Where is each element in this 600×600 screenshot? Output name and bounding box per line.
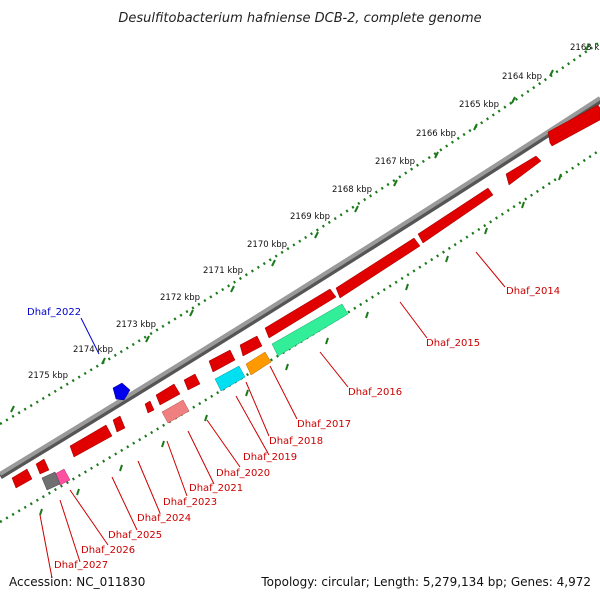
scale-label: 2174 kbp (73, 345, 113, 355)
gene-Dhaf_2021[interactable] (155, 383, 181, 406)
gene-Dhaf_2026[interactable] (41, 471, 61, 491)
gene-Dhaf_2023-pink[interactable] (161, 399, 190, 424)
gene-label[interactable]: Dhaf_2023 (163, 497, 217, 508)
gene-label[interactable]: Dhaf_2020 (216, 468, 270, 479)
gene-Dhaf_2015[interactable] (417, 187, 494, 244)
gene-Dhaf_2027[interactable] (11, 468, 33, 489)
gene-label[interactable]: Dhaf_2014 (506, 286, 560, 297)
gene-Dhaf_2020[interactable] (183, 373, 201, 391)
gene-Dhaf_2014[interactable] (505, 155, 542, 186)
scale-label: 2169 kbp (290, 212, 330, 222)
scale-label: 2165 kbp (459, 100, 499, 110)
forward-genes (112, 382, 131, 401)
gene-Dhaf_2016-green[interactable] (271, 303, 349, 357)
gene-label[interactable]: Dhaf_2025 (108, 530, 162, 541)
gene-Dhaf_2017-orange[interactable] (245, 351, 272, 376)
gene-Dhaf_2019[interactable] (214, 365, 246, 392)
gene-Dhaf_2016[interactable] (264, 288, 337, 339)
gene-label[interactable]: Dhaf_2019 (243, 452, 297, 463)
inner-major-ticks (39, 173, 562, 516)
backbone (0, 96, 600, 479)
genome-summary-text: Topology: circular; Length: 5,279,134 bp… (260, 575, 591, 589)
gene-labels: Dhaf_2014 Dhaf_2015 Dhaf_2016 Dhaf_2017 … (27, 286, 560, 571)
gene-Dhaf_2015b[interactable] (335, 237, 421, 299)
gene-label[interactable]: Dhaf_2018 (269, 436, 323, 447)
gene-Dhaf_2023[interactable] (144, 400, 155, 414)
gene-label[interactable]: Dhaf_2026 (81, 545, 135, 556)
gene-label[interactable]: Dhaf_2024 (137, 513, 191, 524)
reverse-genes (11, 104, 600, 491)
scale-label: 2164 kbp (502, 72, 542, 82)
accession-text: Accession: NC_011830 (9, 575, 145, 589)
scale-label: 2175 kbp (28, 371, 68, 381)
gene-label[interactable]: Dhaf_2016 (348, 387, 402, 398)
map-title: Desulfitobacterium hafniense DCB-2, comp… (118, 11, 481, 26)
gene-Dhaf_2024b[interactable] (112, 415, 126, 433)
scale-label: 2167 kbp (375, 157, 415, 167)
gene-Dhaf_2013[interactable] (547, 104, 600, 147)
gene-label[interactable]: Dhaf_2021 (189, 483, 243, 494)
scale-label: 2171 kbp (203, 266, 243, 276)
gene-Dhaf_2026b[interactable] (35, 458, 50, 475)
gene-Dhaf_2017[interactable] (239, 335, 263, 357)
gene-label[interactable]: Dhaf_2017 (297, 419, 351, 430)
gene-Dhaf_2024[interactable] (69, 424, 113, 458)
scale-labels: 2163 kbp 2164 kbp 2165 kbp 2166 kbp 2167… (28, 43, 600, 381)
gene-label[interactable]: Dhaf_2027 (54, 560, 108, 571)
gene-Dhaf_2022[interactable] (112, 382, 131, 401)
scale-label: 2168 kbp (332, 185, 372, 195)
gene-label[interactable]: Dhaf_2015 (426, 338, 480, 349)
gene-label[interactable]: Dhaf_2022 (27, 307, 81, 318)
outer-major-ticks (10, 43, 590, 413)
scale-label: 2173 kbp (116, 320, 156, 330)
scale-label: 2172 kbp (160, 293, 200, 303)
scale-label: 2163 kbp (570, 43, 600, 53)
scale-label: 2166 kbp (416, 129, 456, 139)
label-leaders (39, 251, 506, 579)
gene-Dhaf_2018[interactable] (208, 349, 236, 373)
scale-label: 2170 kbp (247, 240, 287, 250)
outer-tick-ring (0, 40, 600, 426)
